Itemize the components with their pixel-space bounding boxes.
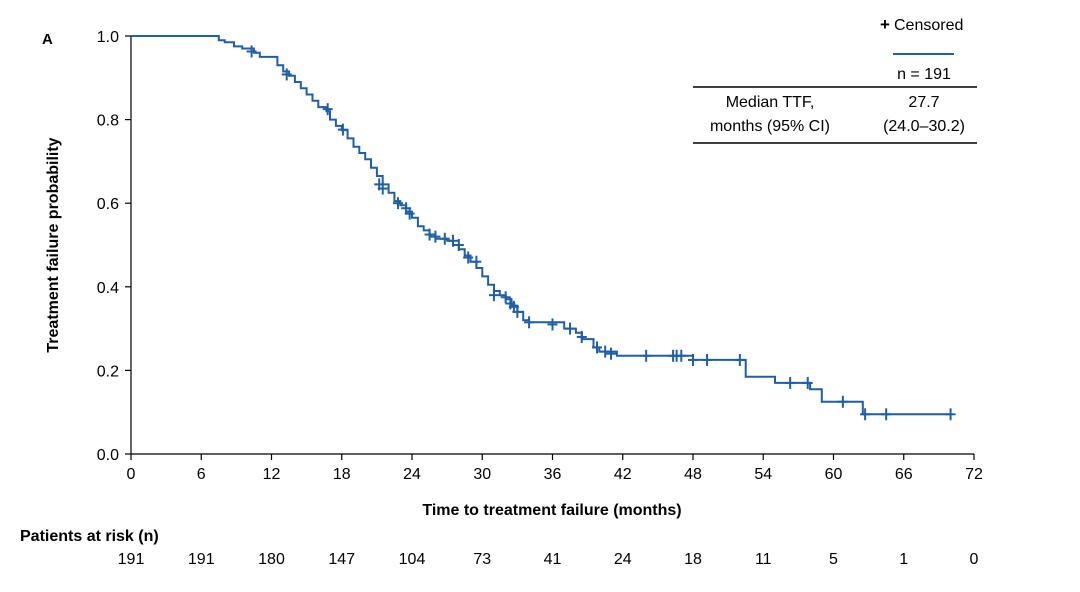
risk-table-value: 41 (544, 551, 562, 568)
censor-mark (881, 408, 892, 421)
x-tick-label: 0 (127, 466, 136, 483)
x-tick-label: 30 (473, 466, 491, 483)
censor-mark (488, 289, 499, 302)
x-tick-label: 18 (333, 466, 351, 483)
risk-table-values: 191 191 180 147 104 73 41 24 18 11 5 1 0 (118, 551, 979, 568)
legend-median-ci: (24.0–30.2) (883, 118, 965, 135)
risk-table-value: 191 (188, 551, 215, 568)
censor-marks (246, 45, 956, 421)
legend-row-label-line2: months (95% CI) (710, 118, 830, 135)
censor-mark (430, 230, 441, 243)
legend-column-header: n = 191 (897, 66, 951, 83)
censor-mark (945, 408, 956, 421)
x-tick-label: 48 (684, 466, 702, 483)
legend-censored-symbol: + (880, 15, 890, 34)
y-tick-label: 0.8 (97, 113, 119, 130)
x-tick-label: 72 (965, 466, 983, 483)
censor-mark (785, 376, 796, 389)
censor-mark (524, 316, 535, 329)
x-tick-label: 42 (614, 466, 632, 483)
censor-mark (377, 182, 388, 195)
x-tick-label: 36 (544, 466, 562, 483)
risk-table-value: 0 (970, 551, 979, 568)
legend: + Censored n = 191 Median TTF, months (9… (693, 15, 977, 144)
censor-mark (591, 341, 602, 354)
panel-label: A (42, 31, 53, 48)
x-tick-label: 6 (197, 466, 206, 483)
risk-table-value: 191 (118, 551, 145, 568)
y-tick-label: 0.4 (97, 280, 119, 297)
censor-mark (702, 353, 713, 366)
x-tick-label: 60 (825, 466, 843, 483)
censor-mark (404, 207, 415, 220)
risk-table-value: 104 (399, 551, 426, 568)
censor-mark (453, 239, 464, 251)
x-tick-label: 12 (263, 466, 281, 483)
risk-table-value: 180 (258, 551, 285, 568)
censor-mark (600, 345, 611, 358)
risk-table-value: 18 (684, 551, 702, 568)
y-ticks: 0.0 0.2 0.4 0.6 0.8 1.0 (97, 29, 131, 464)
censor-mark (463, 251, 474, 264)
censor-mark (337, 123, 348, 136)
censor-mark (576, 330, 587, 343)
legend-median-value: 27.7 (908, 94, 939, 111)
censor-mark (424, 228, 435, 241)
censor-mark (860, 408, 871, 421)
x-tick-label: 66 (895, 466, 913, 483)
censor-mark (512, 305, 523, 318)
censor-mark (802, 376, 813, 389)
risk-table-value: 73 (473, 551, 491, 568)
censor-mark (606, 347, 617, 360)
risk-table-value: 147 (328, 551, 355, 568)
x-tick-label: 54 (754, 466, 772, 483)
censor-mark (500, 291, 511, 304)
risk-table-value: 1 (899, 551, 908, 568)
censor-mark (447, 234, 458, 247)
censor-mark (676, 349, 687, 362)
censor-mark (246, 45, 257, 58)
km-curve-series (131, 35, 951, 416)
risk-table-value: 5 (829, 551, 838, 568)
y-tick-label: 1.0 (97, 29, 119, 46)
y-tick-label: 0.2 (97, 363, 119, 380)
censor-mark (281, 68, 292, 81)
censor-mark (565, 322, 576, 335)
legend-censored-label: Censored (894, 17, 963, 34)
x-axis-label: Time to treatment failure (months) (422, 502, 681, 519)
x-ticks: 0 6 12 18 24 30 36 42 48 54 60 66 72 (127, 454, 983, 483)
legend-row-label-line1: Median TTF, (726, 94, 815, 111)
censor-mark (641, 349, 652, 362)
axes (130, 36, 974, 455)
censor-mark (688, 353, 698, 366)
censor-mark (392, 197, 403, 210)
risk-table-value: 11 (755, 551, 772, 568)
censor-mark (439, 232, 450, 245)
risk-table-value: 24 (614, 551, 632, 568)
risk-table-title: Patients at risk (n) (20, 528, 159, 545)
y-axis-label: Treatment failure probability (45, 137, 62, 352)
censor-mark (322, 103, 333, 116)
censor-mark (547, 318, 558, 331)
censor-mark (837, 395, 848, 408)
x-tick-label: 24 (403, 466, 421, 483)
censor-mark (734, 353, 745, 366)
censor-mark (471, 255, 482, 268)
y-tick-label: 0.0 (97, 447, 119, 464)
y-tick-label: 0.6 (97, 196, 119, 213)
